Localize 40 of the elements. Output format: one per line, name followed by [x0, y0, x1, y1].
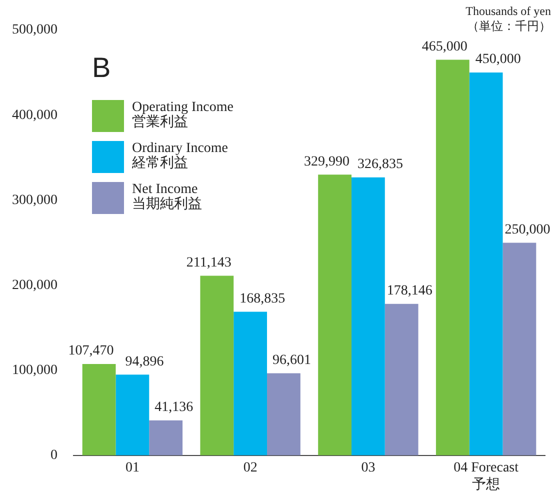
bar [149, 420, 183, 456]
data-label: 94,896 [125, 354, 164, 370]
data-label: 211,143 [186, 255, 232, 270]
x-tick-label: 04 Forecast 予想 [454, 460, 519, 492]
text: Thousands of yen [466, 4, 551, 19]
data-label: 465,000 [422, 39, 468, 54]
annotation: B [92, 52, 111, 84]
legend-label: Operating Income 営業利益 [132, 100, 234, 130]
bar [469, 72, 503, 456]
bar [351, 177, 385, 456]
x-tick-label: 03 [361, 460, 376, 476]
data-label: 326,835 [357, 157, 403, 172]
bar [267, 373, 300, 456]
annotation: （単位：千円） [466, 19, 551, 34]
bar [234, 312, 268, 456]
y-tick-label: 300,000 [12, 192, 58, 208]
data-label: 96,601 [272, 352, 311, 368]
bar [436, 60, 470, 456]
data-label: 107,470 [68, 344, 114, 359]
data-label: 329,990 [304, 154, 350, 170]
data-label: 178,146 [386, 284, 432, 299]
bar [116, 374, 150, 456]
legend-label: Net Income 当期純利益 [132, 182, 202, 212]
y-tick-label: 500,000 [12, 22, 58, 38]
bar [502, 242, 536, 456]
bar [200, 276, 234, 456]
data-label: 450,000 [475, 52, 521, 68]
y-tick-label: 100,000 [12, 362, 58, 378]
bar [384, 304, 418, 456]
data-label: 41,136 [154, 400, 194, 416]
bar [318, 174, 352, 456]
y-tick-label: 0 [50, 448, 58, 464]
y-tick-label: 400,000 [12, 108, 58, 123]
y-tick-label: 200,000 [12, 278, 58, 293]
bar [82, 364, 116, 456]
legend-label: Ordinary Income 経常利益 [132, 141, 228, 171]
x-tick-label: 01 [125, 460, 140, 476]
data-label: 250,000 [504, 222, 550, 238]
x-tick-label: 02 [243, 460, 258, 476]
data-label: 168,835 [240, 291, 286, 306]
